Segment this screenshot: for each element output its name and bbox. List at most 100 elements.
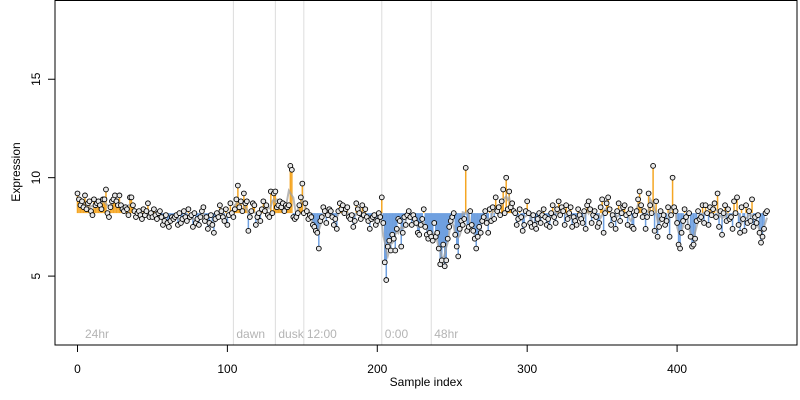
- data-point-369: [627, 206, 634, 213]
- data-point-441: [735, 222, 742, 228]
- x-tick-label-1: 100: [217, 362, 237, 376]
- data-point-34: [125, 212, 132, 218]
- data-point-203: [378, 194, 385, 201]
- data-point-254: [455, 253, 462, 260]
- data-point-329: [567, 204, 574, 211]
- data-point-78: [191, 210, 198, 216]
- data-point-453: [753, 220, 760, 226]
- x-tick-label-3: 300: [517, 362, 537, 376]
- data-point-77: [190, 224, 196, 230]
- data-point-3: [79, 198, 85, 205]
- data-point-445: [741, 227, 748, 234]
- data-point-160: [314, 229, 321, 236]
- data-point-411: [690, 241, 697, 248]
- data-point-165: [321, 208, 328, 214]
- data-point-99: [223, 206, 229, 213]
- data-point-177: [339, 202, 346, 209]
- data-point-124: [260, 198, 267, 205]
- data-point-167: [324, 212, 331, 218]
- data-point-404: [680, 218, 686, 224]
- data-point-322: [557, 212, 564, 218]
- data-point-393: [663, 218, 670, 224]
- data-point-202: [377, 214, 384, 220]
- data-point-412: [692, 235, 698, 242]
- data-point-376: [638, 202, 644, 209]
- data-point-259: [462, 164, 469, 171]
- data-point-293: [513, 222, 520, 228]
- data-point-316: [548, 210, 555, 216]
- data-point-221: [405, 208, 412, 214]
- data-point-290: [509, 200, 516, 207]
- data-point-386: [653, 198, 659, 205]
- y-axis: 5 10 15: [29, 72, 56, 279]
- data-point-361: [615, 200, 622, 207]
- data-point-186: [353, 200, 360, 207]
- data-point-419: [702, 202, 709, 209]
- data-point-409: [687, 233, 694, 240]
- data-point-149: [297, 194, 304, 201]
- data-point-349: [597, 204, 604, 211]
- data-point-267: [474, 233, 481, 240]
- data-point-457: [759, 233, 766, 240]
- data-point-59: [163, 212, 169, 218]
- data-point-365: [621, 202, 628, 209]
- data-point-5: [82, 192, 88, 199]
- data-point-228: [416, 231, 423, 238]
- data-point-397: [669, 174, 676, 181]
- data-point-396: [668, 212, 674, 218]
- annotation-label-0: dawn: [236, 327, 265, 341]
- data-point-110: [239, 208, 246, 214]
- data-point-43: [139, 216, 145, 222]
- data-point-109: [238, 198, 244, 205]
- data-point-128: [266, 214, 273, 220]
- data-point-277: [489, 204, 496, 211]
- data-point-206: [383, 277, 390, 283]
- data-point-405: [681, 206, 688, 213]
- data-point-446: [743, 202, 749, 209]
- data-point-121: [256, 210, 262, 216]
- data-point-148: [296, 202, 303, 209]
- data-point-439: [732, 210, 739, 216]
- data-point-374: [635, 196, 641, 203]
- data-point-387: [654, 233, 661, 240]
- data-point-408: [686, 210, 692, 216]
- data-point-346: [593, 214, 599, 220]
- data-point-388: [656, 224, 662, 230]
- data-point-130: [269, 210, 276, 216]
- data-point-180: [344, 204, 351, 211]
- data-point-326: [563, 202, 570, 209]
- data-point-141: [285, 202, 292, 209]
- data-point-263: [468, 222, 475, 228]
- data-point-282: [497, 212, 504, 218]
- data-point-73: [184, 218, 190, 224]
- data-point-111: [241, 190, 247, 197]
- data-point-0: [74, 190, 81, 197]
- data-point-327: [564, 216, 571, 222]
- data-point-283: [498, 198, 505, 205]
- data-point-33: [124, 206, 130, 213]
- data-point-406: [683, 214, 689, 220]
- data-point-288: [506, 188, 513, 195]
- data-point-205: [381, 259, 388, 266]
- data-point-51: [151, 206, 157, 213]
- data-point-28: [116, 192, 123, 199]
- data-point-354: [605, 194, 611, 201]
- data-point-394: [665, 204, 671, 211]
- data-point-379: [642, 226, 649, 232]
- data-point-345: [591, 208, 598, 214]
- data-point-106: [233, 196, 240, 203]
- data-point-339: [582, 226, 589, 232]
- data-points: [74, 163, 770, 283]
- data-point-351: [600, 229, 607, 236]
- data-point-104: [230, 214, 237, 220]
- data-point-81: [196, 222, 202, 228]
- data-point-451: [750, 224, 757, 230]
- data-point-237: [429, 237, 436, 244]
- data-point-126: [263, 202, 270, 209]
- data-point-426: [713, 214, 719, 220]
- x-axis: 0 100 200 300 400: [74, 344, 687, 376]
- data-point-184: [350, 224, 357, 230]
- data-point-455: [756, 229, 763, 236]
- data-point-320: [554, 206, 561, 213]
